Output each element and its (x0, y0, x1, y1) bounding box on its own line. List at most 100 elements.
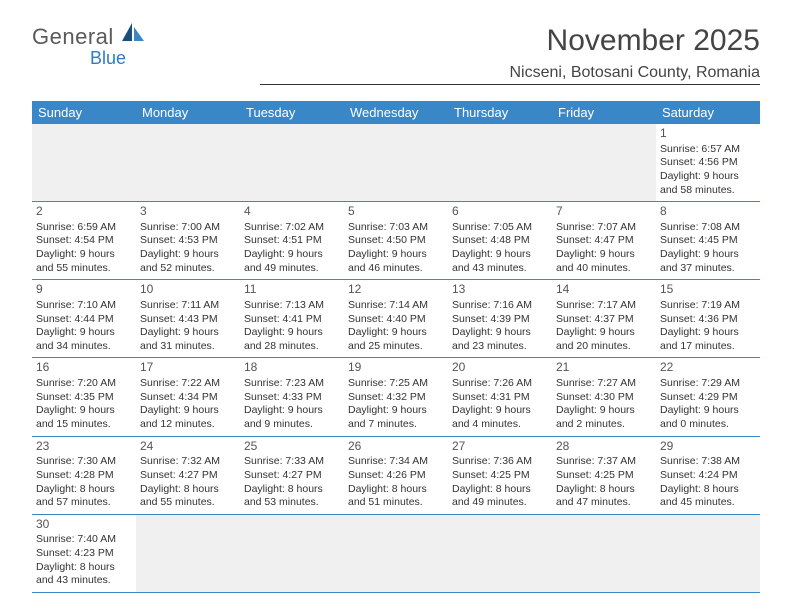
day-number: 1 (660, 126, 756, 142)
day-number: 19 (348, 360, 444, 376)
day-cell-empty (240, 515, 344, 592)
day-details: Sunrise: 7:22 AM Sunset: 4:34 PM Dayligh… (140, 377, 236, 432)
day-cell: 19Sunrise: 7:25 AM Sunset: 4:32 PM Dayli… (344, 358, 448, 435)
day-number: 13 (452, 282, 548, 298)
day-details: Sunrise: 7:37 AM Sunset: 4:25 PM Dayligh… (556, 455, 652, 510)
day-cell: 17Sunrise: 7:22 AM Sunset: 4:34 PM Dayli… (136, 358, 240, 435)
day-cell-empty (344, 124, 448, 201)
day-number: 25 (244, 439, 340, 455)
day-cell-empty (552, 515, 656, 592)
weekday-saturday: Saturday (656, 101, 760, 124)
day-number: 24 (140, 439, 236, 455)
day-cell-empty (240, 124, 344, 201)
day-cell: 5Sunrise: 7:03 AM Sunset: 4:50 PM Daylig… (344, 202, 448, 279)
day-cell: 24Sunrise: 7:32 AM Sunset: 4:27 PM Dayli… (136, 437, 240, 514)
day-details: Sunrise: 7:20 AM Sunset: 4:35 PM Dayligh… (36, 377, 132, 432)
day-number: 21 (556, 360, 652, 376)
day-cell: 23Sunrise: 7:30 AM Sunset: 4:28 PM Dayli… (32, 437, 136, 514)
day-number: 12 (348, 282, 444, 298)
day-details: Sunrise: 7:32 AM Sunset: 4:27 PM Dayligh… (140, 455, 236, 510)
logo-text-sub: Blue (90, 48, 126, 68)
location-text: Nicseni, Botosani County, Romania (260, 64, 760, 85)
weekday-thursday: Thursday (448, 101, 552, 124)
day-details: Sunrise: 7:40 AM Sunset: 4:23 PM Dayligh… (36, 533, 132, 588)
logo: General Blue (32, 24, 146, 50)
day-number: 22 (660, 360, 756, 376)
day-details: Sunrise: 7:23 AM Sunset: 4:33 PM Dayligh… (244, 377, 340, 432)
day-details: Sunrise: 7:05 AM Sunset: 4:48 PM Dayligh… (452, 221, 548, 276)
day-cell-empty (136, 124, 240, 201)
day-details: Sunrise: 7:34 AM Sunset: 4:26 PM Dayligh… (348, 455, 444, 510)
day-number: 23 (36, 439, 132, 455)
day-cell: 3Sunrise: 7:00 AM Sunset: 4:53 PM Daylig… (136, 202, 240, 279)
day-cell: 26Sunrise: 7:34 AM Sunset: 4:26 PM Dayli… (344, 437, 448, 514)
day-cell-empty (656, 515, 760, 592)
day-details: Sunrise: 7:13 AM Sunset: 4:41 PM Dayligh… (244, 299, 340, 354)
day-number: 29 (660, 439, 756, 455)
day-number: 26 (348, 439, 444, 455)
weekday-friday: Friday (552, 101, 656, 124)
day-cell-empty (32, 124, 136, 201)
day-number: 9 (36, 282, 132, 298)
day-number: 2 (36, 204, 132, 220)
week-row: 9Sunrise: 7:10 AM Sunset: 4:44 PM Daylig… (32, 280, 760, 358)
day-cell: 12Sunrise: 7:14 AM Sunset: 4:40 PM Dayli… (344, 280, 448, 357)
day-cell-empty (448, 124, 552, 201)
day-details: Sunrise: 7:30 AM Sunset: 4:28 PM Dayligh… (36, 455, 132, 510)
day-details: Sunrise: 6:59 AM Sunset: 4:54 PM Dayligh… (36, 221, 132, 276)
day-cell: 28Sunrise: 7:37 AM Sunset: 4:25 PM Dayli… (552, 437, 656, 514)
weekday-wednesday: Wednesday (344, 101, 448, 124)
day-cell: 15Sunrise: 7:19 AM Sunset: 4:36 PM Dayli… (656, 280, 760, 357)
day-number: 11 (244, 282, 340, 298)
weekday-row: Sunday Monday Tuesday Wednesday Thursday… (32, 101, 760, 124)
day-details: Sunrise: 7:19 AM Sunset: 4:36 PM Dayligh… (660, 299, 756, 354)
day-number: 17 (140, 360, 236, 376)
day-number: 16 (36, 360, 132, 376)
day-cell: 29Sunrise: 7:38 AM Sunset: 4:24 PM Dayli… (656, 437, 760, 514)
day-number: 7 (556, 204, 652, 220)
weekday-monday: Monday (136, 101, 240, 124)
calendar: Sunday Monday Tuesday Wednesday Thursday… (32, 101, 760, 593)
day-details: Sunrise: 7:02 AM Sunset: 4:51 PM Dayligh… (244, 221, 340, 276)
day-cell: 25Sunrise: 7:33 AM Sunset: 4:27 PM Dayli… (240, 437, 344, 514)
week-row: 16Sunrise: 7:20 AM Sunset: 4:35 PM Dayli… (32, 358, 760, 436)
day-number: 8 (660, 204, 756, 220)
day-cell: 11Sunrise: 7:13 AM Sunset: 4:41 PM Dayli… (240, 280, 344, 357)
day-details: Sunrise: 7:00 AM Sunset: 4:53 PM Dayligh… (140, 221, 236, 276)
header: General Blue November 2025 Nicseni, Boto… (0, 0, 792, 93)
title-block: November 2025 Nicseni, Botosani County, … (260, 24, 760, 85)
day-number: 10 (140, 282, 236, 298)
day-details: Sunrise: 7:14 AM Sunset: 4:40 PM Dayligh… (348, 299, 444, 354)
day-cell: 14Sunrise: 7:17 AM Sunset: 4:37 PM Dayli… (552, 280, 656, 357)
day-number: 30 (36, 517, 132, 533)
day-number: 20 (452, 360, 548, 376)
weekday-tuesday: Tuesday (240, 101, 344, 124)
day-details: Sunrise: 7:17 AM Sunset: 4:37 PM Dayligh… (556, 299, 652, 354)
day-cell-empty (448, 515, 552, 592)
day-details: Sunrise: 7:10 AM Sunset: 4:44 PM Dayligh… (36, 299, 132, 354)
month-title: November 2025 (260, 24, 760, 58)
day-cell: 4Sunrise: 7:02 AM Sunset: 4:51 PM Daylig… (240, 202, 344, 279)
day-number: 28 (556, 439, 652, 455)
day-number: 27 (452, 439, 548, 455)
day-cell-empty (136, 515, 240, 592)
logo-sail-icon (120, 21, 146, 48)
day-cell: 21Sunrise: 7:27 AM Sunset: 4:30 PM Dayli… (552, 358, 656, 435)
week-row: 1Sunrise: 6:57 AM Sunset: 4:56 PM Daylig… (32, 124, 760, 202)
day-cell: 2Sunrise: 6:59 AM Sunset: 4:54 PM Daylig… (32, 202, 136, 279)
day-cell: 30Sunrise: 7:40 AM Sunset: 4:23 PM Dayli… (32, 515, 136, 592)
day-details: Sunrise: 7:25 AM Sunset: 4:32 PM Dayligh… (348, 377, 444, 432)
logo-text-main: General (32, 24, 114, 50)
weeks-container: 1Sunrise: 6:57 AM Sunset: 4:56 PM Daylig… (32, 124, 760, 593)
day-details: Sunrise: 7:29 AM Sunset: 4:29 PM Dayligh… (660, 377, 756, 432)
day-details: Sunrise: 7:26 AM Sunset: 4:31 PM Dayligh… (452, 377, 548, 432)
day-cell-empty (344, 515, 448, 592)
day-number: 15 (660, 282, 756, 298)
day-cell: 20Sunrise: 7:26 AM Sunset: 4:31 PM Dayli… (448, 358, 552, 435)
day-details: Sunrise: 7:16 AM Sunset: 4:39 PM Dayligh… (452, 299, 548, 354)
day-details: Sunrise: 6:57 AM Sunset: 4:56 PM Dayligh… (660, 143, 756, 198)
day-cell: 8Sunrise: 7:08 AM Sunset: 4:45 PM Daylig… (656, 202, 760, 279)
day-cell: 22Sunrise: 7:29 AM Sunset: 4:29 PM Dayli… (656, 358, 760, 435)
day-cell: 9Sunrise: 7:10 AM Sunset: 4:44 PM Daylig… (32, 280, 136, 357)
weekday-sunday: Sunday (32, 101, 136, 124)
